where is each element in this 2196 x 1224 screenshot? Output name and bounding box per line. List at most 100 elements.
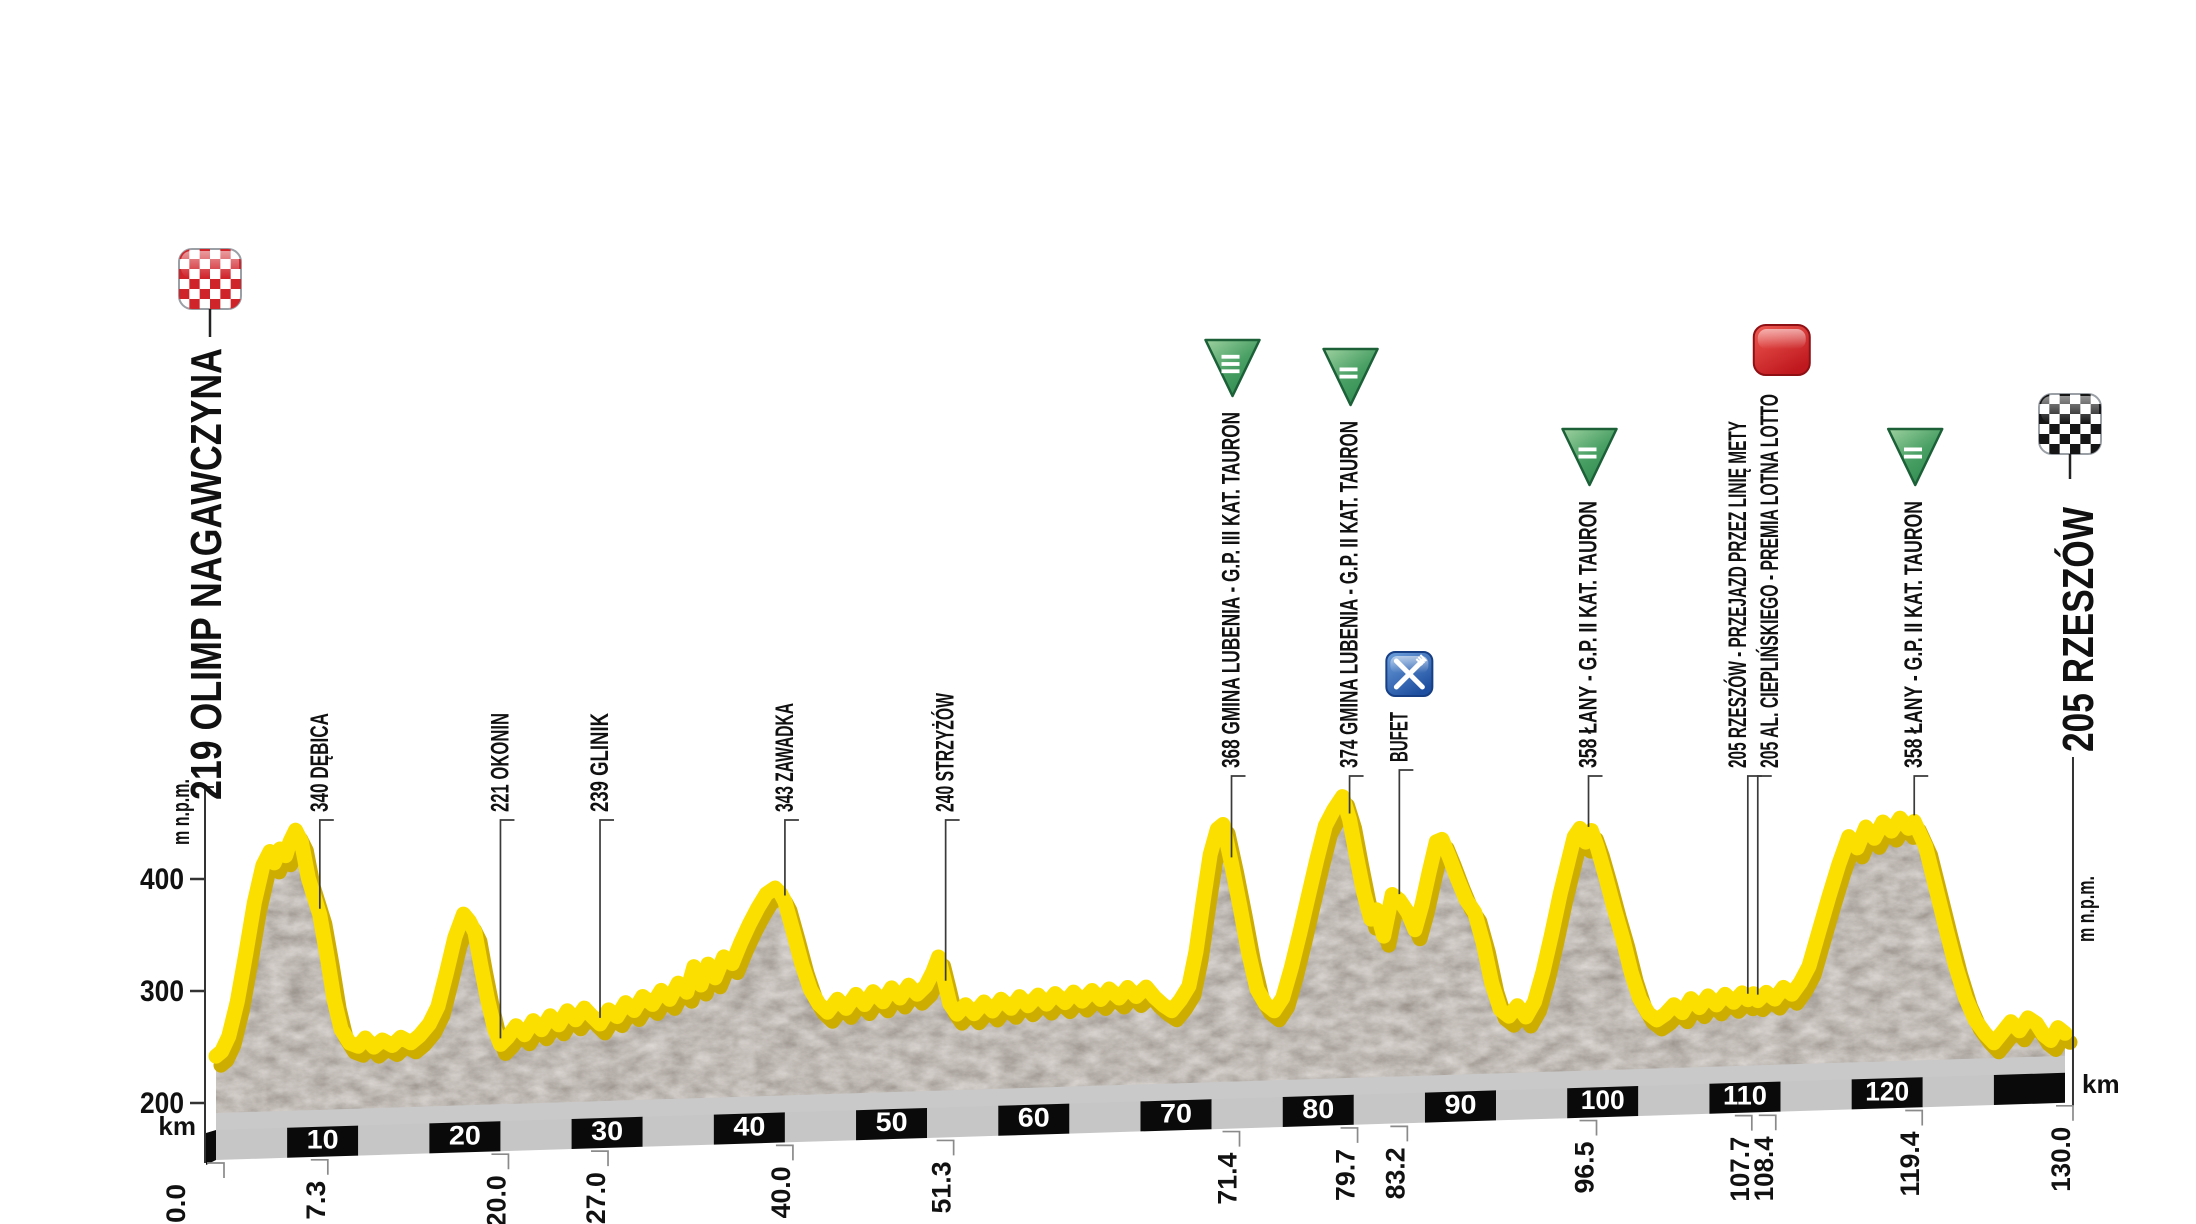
axis-left: 400 300 200 m n.p.m. km <box>140 779 214 1163</box>
km-bar-segment <box>1780 1079 1852 1112</box>
distance-tick-bracket <box>491 1153 510 1170</box>
distance-tick-label: 7.3 <box>301 1181 331 1220</box>
distance-tick-bracket <box>1340 1127 1359 1143</box>
km-bar-number: 100 <box>1581 1085 1625 1115</box>
km-bar-segment <box>1638 1083 1710 1116</box>
svg-text:II: II <box>1334 366 1364 380</box>
km-bar-segment <box>784 1110 857 1143</box>
waypoint-connector <box>499 819 515 1039</box>
distance-tick-bracket <box>936 1139 955 1156</box>
waypoint-debica: 340 DĘBICA <box>306 713 334 909</box>
waypoint-label: 358 ŁANY - G.P. II KAT. TAURON <box>1575 501 1603 768</box>
distance-tick-label: 130.0 <box>2046 1127 2076 1192</box>
cat2-climb-icon: II <box>1322 347 1379 407</box>
waypoint-label: 240 STRZYŻÓW <box>930 693 960 812</box>
km-bar-segment <box>1567 1086 1639 1119</box>
km-bar-segment <box>1851 1077 1923 1110</box>
distance-tick-label: 20.0 <box>481 1175 511 1224</box>
km-bar-segment <box>1211 1097 1283 1130</box>
svg-text:III: III <box>1216 353 1246 375</box>
route-line-layer <box>208 789 2078 1073</box>
x-axis-title-left: km <box>158 1111 196 1141</box>
distance-tick-27.0: 27.0 <box>581 1150 611 1224</box>
waypoint-glinik: 239 GLINIK <box>586 713 615 1018</box>
waypoint-label: 368 GMINA LUBENIA - G.P. III KAT. TAURON <box>1218 412 1246 768</box>
distance-tick-83.2: 83.2 <box>1380 1125 1410 1199</box>
km-bar-segment <box>1353 1092 1425 1125</box>
waypoint-cieplinskiego-premia: 205 AL. CIEPLIŃSKIEGO - PREMIA LOTNA LOT… <box>1752 324 1811 995</box>
distance-tick-label: 96.5 <box>1570 1142 1600 1194</box>
waypoint-label: 239 GLINIK <box>586 713 614 812</box>
waypoint-connector <box>1746 775 1762 994</box>
distance-tick-51.3: 51.3 <box>927 1139 957 1213</box>
km-bar-number: 30 <box>591 1116 623 1146</box>
cat2-climb-icon: II <box>1886 427 1944 487</box>
distance-tick-label: 0.0 <box>161 1184 191 1223</box>
distance-tick-bracket <box>591 1150 609 1167</box>
finish-flag-icon <box>2038 393 2102 455</box>
waypoint-label: 221 OKONIN <box>486 713 514 812</box>
waypoint-connector <box>1756 775 1772 995</box>
y-axis-line-left <box>204 786 214 1163</box>
km-bar-segment <box>1993 1072 2065 1105</box>
km-bar-segment <box>1922 1075 1994 1108</box>
km-bar-segment <box>1140 1099 1212 1132</box>
km-bar-segment <box>1069 1101 1141 1134</box>
waypoint-lany-gp2-2: 358 ŁANY - G.P. II KAT. TAURON II <box>1886 427 1944 816</box>
distance-tick-label: 108.4 <box>1749 1136 1779 1201</box>
waypoint-rzeszow-przejazd: 205 RZESZÓW - PRZEJAZD PRZEZ LINIĘ METY <box>1722 421 1762 994</box>
distance-tick-96.5: 96.5 <box>1570 1119 1600 1194</box>
bottom-ticks-layer: 0.0 7.3 20.0 27.0 40.0 51.3 71.4 79.7 83.2 96.5 10… <box>161 1104 2076 1224</box>
waypoint-connector <box>944 819 960 981</box>
bufet-icon <box>1385 651 1434 697</box>
km-bar-segment <box>713 1112 785 1145</box>
distance-tick-108.4: 108.4 <box>1749 1114 1779 1201</box>
svg-text:II: II <box>1898 446 1928 460</box>
waypoint-label: 358 ŁANY - G.P. II KAT. TAURON <box>1900 501 1928 768</box>
waypoint-label: 340 DĘBICA <box>306 713 334 812</box>
km-bar-number: 80 <box>1302 1094 1334 1124</box>
waypoint-label: 343 ZAWADKA <box>771 703 799 812</box>
distance-tick-bracket <box>1579 1119 1598 1136</box>
km-bar-number: 20 <box>449 1120 481 1150</box>
distance-tick-label: 107.7 <box>1725 1137 1755 1202</box>
waypoint-connector <box>1398 769 1414 895</box>
km-bar-segment <box>358 1123 430 1156</box>
route-line <box>208 789 2073 1064</box>
waypoint-lany-gp2-1: 358 ŁANY - G.P. II KAT. TAURON II <box>1561 427 1618 827</box>
waypoint-connector <box>318 819 334 909</box>
waypoint-label: BUFET <box>1385 712 1413 762</box>
base-strip <box>216 1055 2065 1131</box>
waypoint-label: 205 RZESZÓW - PRZEJAZD PRZEZ LINIĘ METY <box>1722 421 1752 768</box>
y-axis-title-right: m n.p.m. <box>2073 876 2100 942</box>
distance-tick-bracket <box>1222 1130 1241 1147</box>
start-flag-icon <box>178 248 242 310</box>
waypoint-connector <box>1913 775 1929 816</box>
waypoint-connector <box>1348 775 1364 814</box>
distance-tick-label: 83.2 <box>1380 1147 1410 1199</box>
km-bar-segment <box>998 1103 1070 1136</box>
distance-tick-79.7: 79.7 <box>1331 1127 1361 1201</box>
distance-tick-bracket <box>775 1144 794 1161</box>
finish-group: 205 RZESZÓW <box>2038 393 2103 752</box>
distance-tick-label: 40.0 <box>766 1166 796 1218</box>
km-bar-segment <box>856 1108 928 1141</box>
waypoint-connector <box>1230 775 1246 858</box>
distance-tick-bracket <box>1905 1109 1924 1126</box>
distance-tick-label: 71.4 <box>1213 1153 1243 1205</box>
start-finish-layer: 219 OLIMP NAGAWCZYNA 205 RZESZÓW <box>178 248 2103 800</box>
km-bar-number: 120 <box>1865 1076 1909 1106</box>
waypoint-connector <box>599 819 615 1018</box>
waypoint-label: 205 AL. CIEPLIŃSKIEGO - PREMIA LOTNA LOT… <box>1755 394 1784 768</box>
km-bar-segment <box>216 1127 288 1160</box>
km-bar-number: 40 <box>733 1112 765 1142</box>
km-bar-segment <box>429 1121 501 1154</box>
distance-tick-label: 119.4 <box>1895 1131 1925 1196</box>
svg-text:II: II <box>1573 446 1603 460</box>
km-bar-segment <box>927 1105 999 1138</box>
km-bar-number: 90 <box>1445 1090 1477 1120</box>
km-bar-number: 50 <box>876 1107 908 1137</box>
distance-tick-label: 51.3 <box>927 1161 957 1213</box>
waypoint-zawadka: 343 ZAWADKA <box>771 703 799 896</box>
